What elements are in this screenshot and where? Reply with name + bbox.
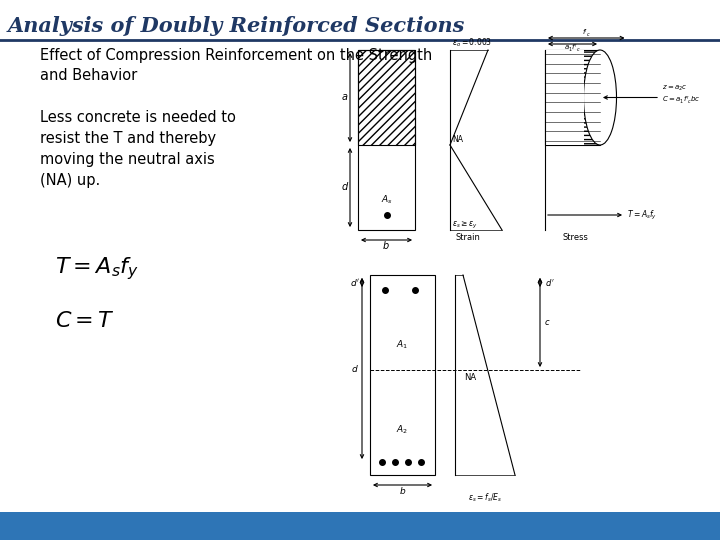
Bar [545,50,583,145]
Text: $d'$: $d'$ [545,276,554,287]
Text: $a_1f'_c$: $a_1f'_c$ [564,43,581,53]
Text: $f'_c$: $f'_c$ [582,28,591,38]
Text: $C = T$: $C = T$ [55,310,115,332]
Text: $C = a_1f'_c bc$: $C = a_1f'_c bc$ [662,94,701,106]
Text: Stress: Stress [562,233,588,242]
Text: $z = a_2c$: $z = a_2c$ [662,83,688,92]
Text: $\varepsilon_s \geq \varepsilon_y$: $\varepsilon_s \geq \varepsilon_y$ [452,219,478,231]
Text: $A_1$: $A_1$ [397,339,408,351]
Text: $d'$: $d'$ [350,276,360,287]
Text: b: b [383,241,389,251]
Text: c: c [545,318,549,327]
Text: d: d [351,366,357,375]
Text: a: a [342,92,348,102]
Text: b: b [400,488,405,496]
Text: Effect of Compression Reinforcement on the Strength
and Behavior: Effect of Compression Reinforcement on t… [40,48,432,83]
Text: d: d [342,182,348,192]
Text: $A_2$: $A_2$ [397,424,408,436]
Ellipse shape [583,50,616,145]
Text: $A_s$: $A_s$ [381,194,392,206]
Bar [545,50,600,145]
Text: Less concrete is needed to
resist the T and thereby
moving the neutral axis
(NA): Less concrete is needed to resist the T … [40,110,236,188]
Text: $T = A_s f_y$: $T = A_s f_y$ [55,255,139,282]
Bar [370,275,435,475]
Bar [358,50,415,230]
Text: $\varepsilon_s = f_s/E_s$: $\varepsilon_s = f_s/E_s$ [468,492,502,504]
Text: NA: NA [452,136,463,145]
Text: $T = A_s f_y$: $T = A_s f_y$ [627,208,657,221]
Text: $\varepsilon_o = 0.003$: $\varepsilon_o = 0.003$ [452,37,492,49]
Text: Analysis of Doubly Reinforced Sections: Analysis of Doubly Reinforced Sections [8,16,465,36]
Text: Strain: Strain [456,233,480,242]
Bar [358,50,415,145]
Text: NA: NA [464,374,476,382]
Bar [0,512,720,540]
